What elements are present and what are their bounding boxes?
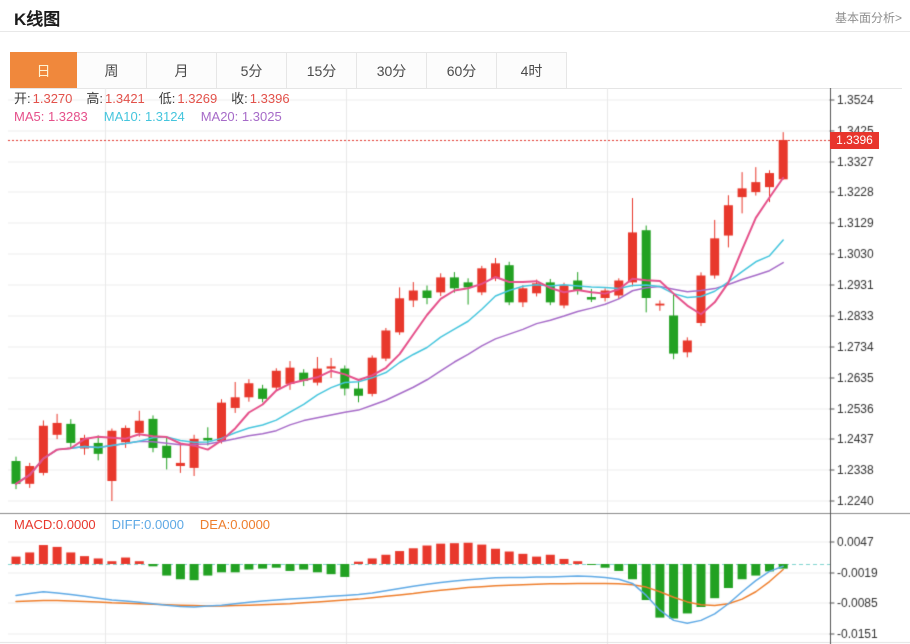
open-value: 1.3270 <box>32 91 73 106</box>
tab-30min[interactable]: 30分 <box>357 52 427 88</box>
ma10-readout: MA10: 1.3124 <box>103 109 185 124</box>
period-tabbar: 日 周 月 5分 15分 30分 60分 4时 <box>10 52 902 89</box>
header-divider <box>0 31 910 32</box>
ma20-readout: MA20: 1.3025 <box>200 109 282 124</box>
macd-readout: MACD:0.0000 DIFF:0.0000 DEA:0.0000 <box>14 517 286 533</box>
fundamental-analysis-link[interactable]: 基本面分析> <box>834 11 902 25</box>
high-label: 高: <box>86 91 104 106</box>
high-value: 1.3421 <box>105 91 145 106</box>
tab-week[interactable]: 周 <box>77 52 147 88</box>
tab-5min[interactable]: 5分 <box>217 52 287 88</box>
current-price-badge: 1.3396 <box>830 132 879 149</box>
macd-value-readout: MACD:0.0000 <box>14 517 96 532</box>
tab-60min[interactable]: 60分 <box>427 52 497 88</box>
open-label: 开: <box>14 91 31 106</box>
diff-value-readout: DIFF:0.0000 <box>111 517 184 532</box>
dea-value-readout: DEA:0.0000 <box>199 517 271 532</box>
ohlc-readout: 开: 1.3270 高: 1.3421 低: 1.3269 收: 1.3396 <box>14 91 304 107</box>
close-value: 1.3396 <box>249 91 290 106</box>
tab-4hour[interactable]: 4时 <box>497 52 567 88</box>
low-value: 1.3269 <box>177 91 218 106</box>
low-label: 低: <box>158 91 176 106</box>
chart-region: 开: 1.3270 高: 1.3421 低: 1.3269 收: 1.3396 MA5: 1.… <box>0 88 910 644</box>
tab-day[interactable]: 日 <box>10 52 77 88</box>
ma-readout: MA5: 1.3283 MA10: 1.3124 MA20: 1.3025 <box>14 109 298 125</box>
ma5-readout: MA5: 1.3283 <box>14 109 88 124</box>
page-title: K线图 <box>14 10 61 29</box>
tab-month[interactable]: 月 <box>147 52 217 88</box>
kline-chart-canvas[interactable] <box>0 88 910 644</box>
tab-15min[interactable]: 15分 <box>287 52 357 88</box>
close-label: 收: <box>231 91 248 106</box>
